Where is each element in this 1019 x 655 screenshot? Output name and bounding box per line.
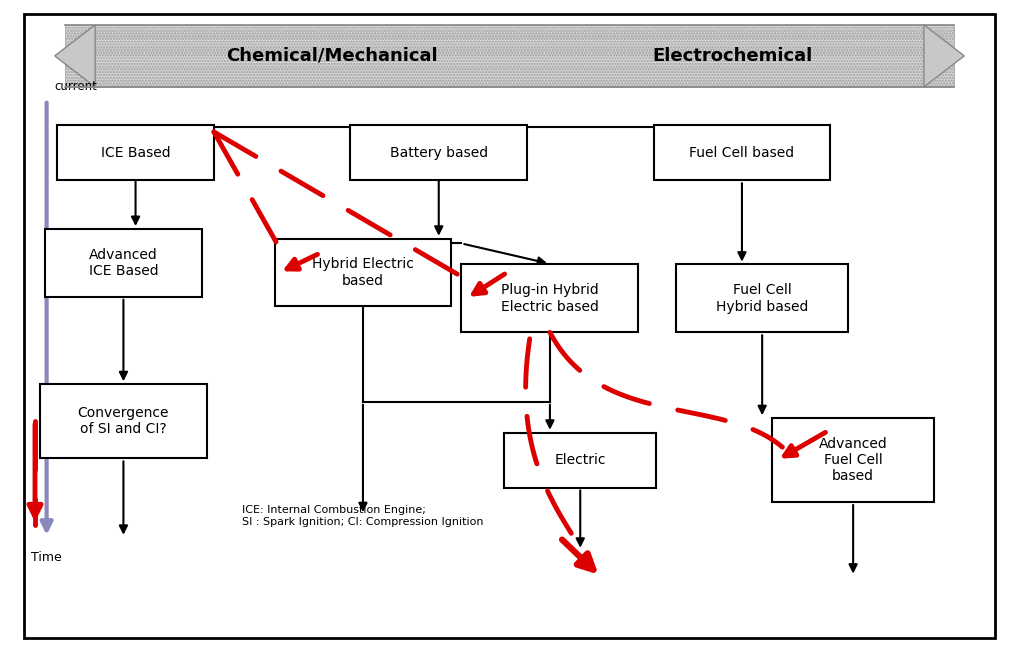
Text: Convergence
of SI and CI?: Convergence of SI and CI? <box>77 406 169 436</box>
Text: Chemical/Mechanical: Chemical/Mechanical <box>226 47 438 65</box>
FancyBboxPatch shape <box>40 384 207 458</box>
FancyBboxPatch shape <box>462 265 638 332</box>
FancyBboxPatch shape <box>274 238 451 307</box>
Text: current: current <box>55 81 98 94</box>
Text: Fuel Cell
Hybrid based: Fuel Cell Hybrid based <box>716 284 808 314</box>
FancyBboxPatch shape <box>351 125 527 180</box>
Text: Advanced
Fuel Cell
based: Advanced Fuel Cell based <box>818 437 888 483</box>
FancyArrow shape <box>55 25 95 87</box>
Text: Advanced
ICE Based: Advanced ICE Based <box>89 248 158 278</box>
Text: Plug-in Hybrid
Electric based: Plug-in Hybrid Electric based <box>501 284 599 314</box>
Text: Fuel Cell based: Fuel Cell based <box>690 146 795 160</box>
Text: ICE Based: ICE Based <box>101 146 170 160</box>
FancyBboxPatch shape <box>677 265 848 332</box>
FancyBboxPatch shape <box>57 125 214 180</box>
FancyBboxPatch shape <box>45 229 202 297</box>
FancyBboxPatch shape <box>65 25 954 87</box>
FancyArrow shape <box>924 25 964 87</box>
Text: ICE: Internal Combustion Engine;
SI : Spark Ignition; CI: Compression Ignition: ICE: Internal Combustion Engine; SI : Sp… <box>242 506 483 527</box>
Text: Time: Time <box>32 551 62 563</box>
Text: Electric: Electric <box>554 453 606 467</box>
Text: Hybrid Electric
based: Hybrid Electric based <box>312 257 414 288</box>
Text: Battery based: Battery based <box>389 146 488 160</box>
FancyBboxPatch shape <box>772 418 934 502</box>
Text: Electrochemical: Electrochemical <box>652 47 813 65</box>
FancyBboxPatch shape <box>504 432 656 487</box>
FancyBboxPatch shape <box>653 125 830 180</box>
